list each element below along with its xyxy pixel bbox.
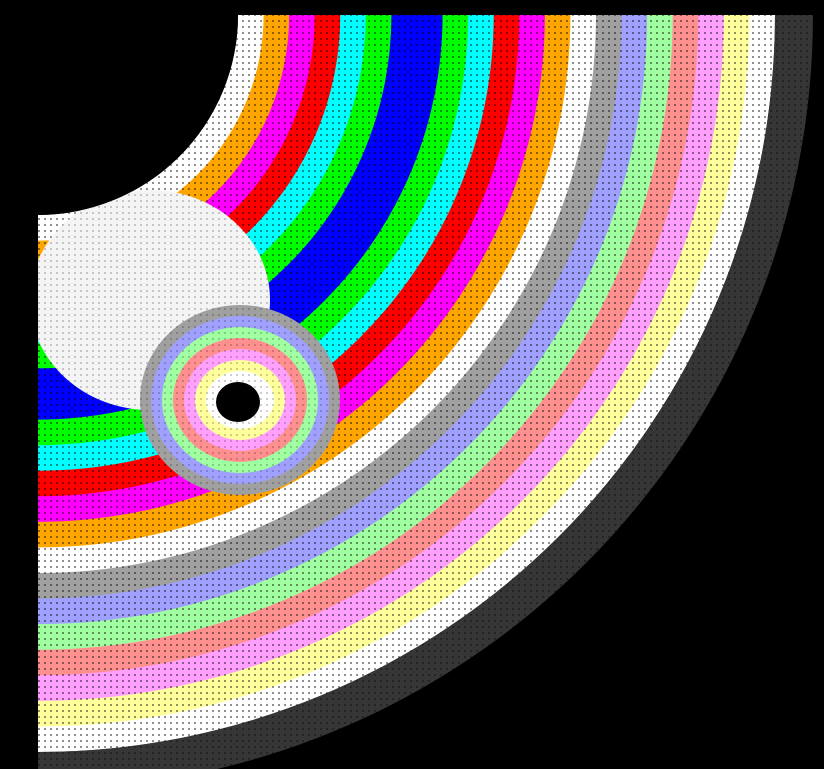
contour-bands (38, 15, 775, 752)
page: {} (() => { const data = JSON.parse(docu… (38, 15, 813, 769)
contour-view (38, 15, 813, 769)
